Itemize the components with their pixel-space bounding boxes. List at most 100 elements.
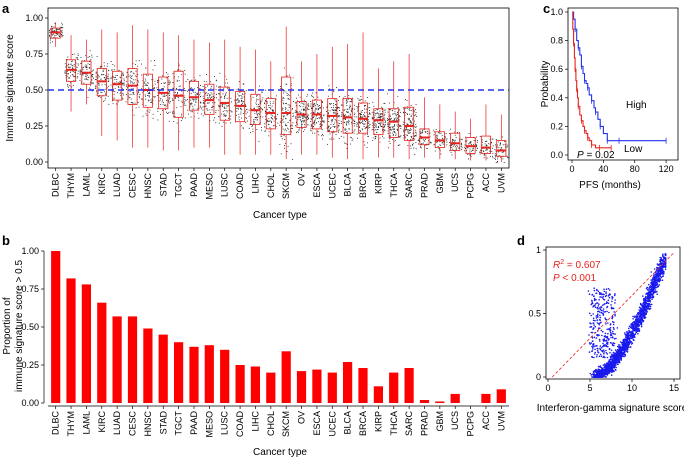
panel-d-point [589,372,592,375]
panel-a-point [256,95,258,96]
panel-a-point [240,125,242,127]
panel-a-point [75,66,77,68]
panel-a-point [61,31,63,33]
panel-a-point [312,132,313,134]
panel-a-point [97,83,99,84]
panel-a-point [224,110,226,112]
panel-a-point [172,110,174,112]
panel-a-point [393,130,395,132]
panel-a-point [383,131,385,133]
panel-a-point [433,131,435,133]
panel-a-point [225,114,227,116]
panel-a-point [252,124,253,126]
panel-a-point [91,76,93,78]
panel-a-point [148,92,150,94]
panel-a-point [149,99,151,101]
panel-b-ylabel-1: Proportion of [2,297,13,354]
panel-a-point [470,156,472,158]
panel-d-points [587,253,667,378]
panel-a-point [237,100,239,102]
panel-a-point [346,101,348,103]
panel-d-point [592,319,595,322]
panel-d-point [653,274,655,277]
panel-a-point [57,28,59,30]
panel-a-point [359,129,361,131]
panel-a-point [162,99,163,101]
panel-a-point [313,104,315,106]
panel-a-point [290,83,292,85]
panel-a-point [289,120,291,121]
panel-a-point [328,121,330,122]
panel-a-point [223,107,225,109]
panel-a-point [380,116,382,117]
panel-a-point [270,108,271,110]
panel-d-point [596,306,599,309]
panel-a-point [479,151,480,153]
panel-a-point [199,105,201,107]
panel-a-point [175,87,177,89]
panel-d-point [659,279,662,282]
panel-a-point [463,147,465,149]
panel-d-point [615,366,617,369]
panel-a-point [238,116,240,118]
panel-a-point [196,108,198,110]
panel-d-point [609,342,612,344]
panel-a-point [204,88,206,90]
panel-a-point [126,76,127,78]
panel-a-point [132,92,134,94]
panel-a-point [479,136,481,137]
panel-a-point [372,137,374,139]
panel-a-point [311,106,313,108]
panel-d-point [624,333,627,336]
panel-a-point [129,77,131,79]
panel-a-point [125,81,127,83]
panel-a-point [504,141,506,142]
panel-a-point [313,116,315,117]
panel-a-point [202,91,204,93]
panel-a-point [367,136,369,137]
panel-d-point [637,312,639,315]
panel-b-y-axis: 0.000.250.500.751.00 [21,246,45,408]
panel-a-point [454,134,456,136]
panel-a-point [472,147,474,149]
panel-a-point [472,149,474,151]
panel-a-point [312,106,314,107]
panel-a-point [398,115,400,117]
panel-a-point [238,119,240,121]
panel-a-point [477,141,479,143]
panel-a-point [177,92,178,93]
panel-a-point [84,78,86,80]
panel-a-point [354,129,356,131]
panel-a-point [117,86,119,87]
panel-a-point [328,116,330,118]
panel-a-point [287,145,289,147]
panel-a-point [351,137,352,139]
panel-a-point [110,84,112,86]
panel-a-point [214,117,215,119]
panel-a-point [277,114,278,115]
panel-a-point [414,120,415,122]
panel-a-y-tick-label: 0.25 [25,121,43,131]
panel-d-point [608,338,610,341]
panel-a-point [82,69,84,71]
panel-a-point [137,84,139,86]
panel-a-point [226,110,228,112]
panel-a-point [137,92,139,93]
panel-a-point [256,106,258,108]
panel-a-point [267,124,269,126]
panel-a-point [268,123,270,125]
panel-a-point [363,126,365,127]
panel-a-point [141,74,143,76]
panel-a-point [168,100,169,102]
panel-a-point [492,155,493,157]
panel-a-point [495,154,497,156]
panel-a-point [268,118,270,120]
panel-a-point [481,144,483,146]
panel-a-point [210,97,211,99]
panel-a-point [304,119,305,121]
panel-a-point [160,104,162,105]
panel-a-point [273,120,275,122]
panel-a-point [361,120,363,122]
panel-a-x-tick-label: LUSC [220,173,230,198]
panel-a-point [446,144,448,146]
